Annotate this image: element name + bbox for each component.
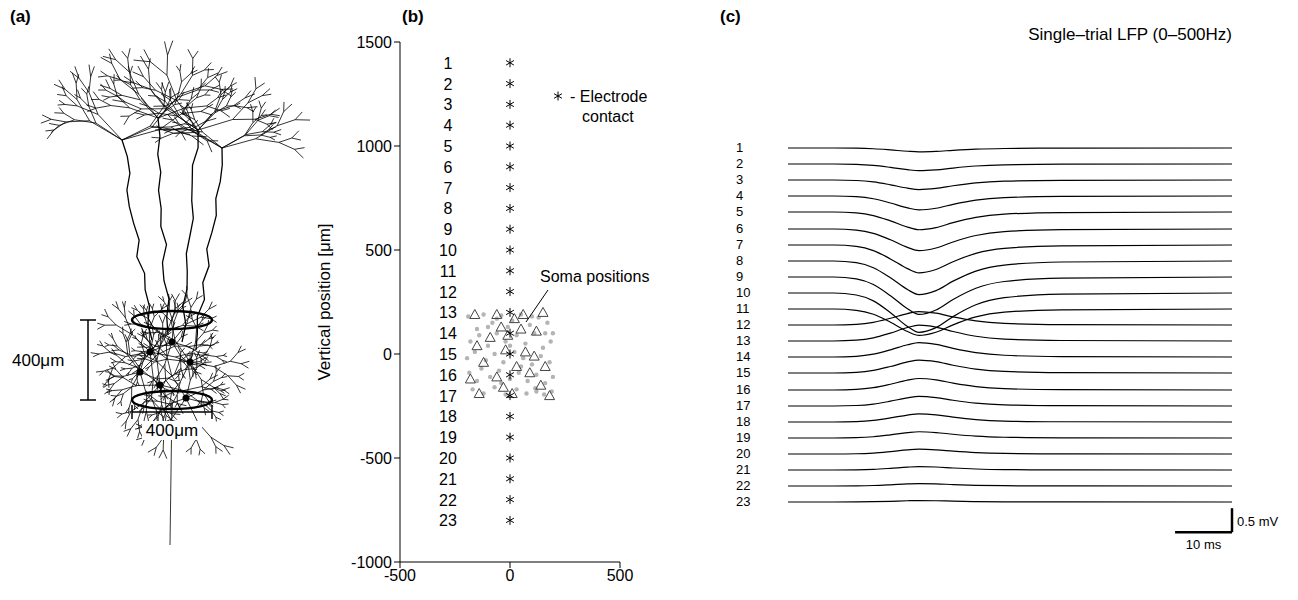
svg-text:1500: 1500 (356, 34, 392, 51)
svg-text:18: 18 (736, 414, 750, 429)
svg-text:2: 2 (736, 156, 743, 171)
svg-text:15: 15 (736, 365, 750, 380)
svg-text:- Electrode: - Electrode (570, 88, 647, 105)
svg-text:2: 2 (444, 76, 453, 93)
svg-text:-500: -500 (384, 567, 416, 585)
svg-text:16: 16 (736, 382, 750, 397)
svg-text:23: 23 (736, 494, 750, 509)
svg-text:1: 1 (736, 140, 743, 155)
svg-text:400μm: 400μm (146, 421, 198, 440)
svg-text:5: 5 (736, 204, 743, 219)
svg-text:5: 5 (444, 138, 453, 155)
svg-text:9: 9 (736, 269, 743, 284)
svg-text:0: 0 (383, 346, 392, 363)
svg-text:1: 1 (444, 55, 453, 72)
svg-text:17: 17 (439, 388, 457, 405)
svg-text:500: 500 (607, 567, 634, 584)
svg-text:23: 23 (439, 512, 457, 529)
svg-text:Soma positions: Soma positions (540, 268, 649, 285)
svg-text:10: 10 (736, 285, 750, 300)
svg-text:7: 7 (736, 237, 743, 252)
svg-text:4: 4 (736, 188, 743, 203)
svg-text:9: 9 (444, 221, 453, 238)
svg-text:10 ms: 10 ms (1186, 537, 1222, 552)
svg-text:(b): (b) (402, 7, 424, 26)
svg-text:13: 13 (439, 304, 457, 321)
svg-text:3: 3 (736, 172, 743, 187)
svg-text:-500: -500 (360, 450, 392, 467)
svg-text:21: 21 (439, 471, 457, 488)
svg-text:10: 10 (439, 242, 457, 259)
svg-text:21: 21 (736, 462, 750, 477)
svg-text:12: 12 (736, 317, 750, 332)
svg-text:1000: 1000 (356, 138, 392, 155)
svg-text:Single–trial LFP (0–500Hz): Single–trial LFP (0–500Hz) (1028, 25, 1232, 44)
svg-text:15: 15 (439, 346, 457, 363)
svg-text:0: 0 (506, 567, 515, 584)
svg-text:17: 17 (736, 398, 750, 413)
svg-text:11: 11 (440, 263, 457, 280)
svg-text:18: 18 (439, 408, 457, 425)
svg-text:4: 4 (444, 117, 453, 134)
svg-text:20: 20 (439, 450, 457, 467)
svg-text:500: 500 (365, 242, 392, 259)
svg-text:22: 22 (439, 492, 457, 509)
svg-text:7: 7 (444, 180, 453, 197)
svg-text:3: 3 (444, 96, 453, 113)
svg-text:19: 19 (736, 430, 750, 445)
svg-text:contact: contact (582, 108, 634, 125)
svg-text:8: 8 (444, 200, 453, 217)
svg-text:6: 6 (444, 159, 453, 176)
svg-text:12: 12 (439, 284, 457, 301)
svg-text:14: 14 (439, 325, 457, 342)
svg-text:6: 6 (736, 221, 743, 236)
svg-text:20: 20 (736, 446, 750, 461)
svg-text:0.5 mV: 0.5 mV (1237, 514, 1279, 529)
svg-text:22: 22 (736, 478, 750, 493)
svg-text:11: 11 (736, 301, 750, 316)
svg-text:400μm: 400μm (12, 351, 64, 370)
svg-text:16: 16 (439, 367, 457, 384)
svg-text:(a): (a) (10, 7, 31, 26)
svg-text:13: 13 (736, 333, 750, 348)
svg-text:-1000: -1000 (351, 554, 392, 571)
svg-text:Vertical position [μm]: Vertical position [μm] (315, 223, 334, 380)
svg-text:(c): (c) (720, 7, 741, 26)
svg-text:8: 8 (736, 253, 743, 268)
svg-text:14: 14 (736, 349, 750, 364)
svg-text:19: 19 (439, 429, 457, 446)
